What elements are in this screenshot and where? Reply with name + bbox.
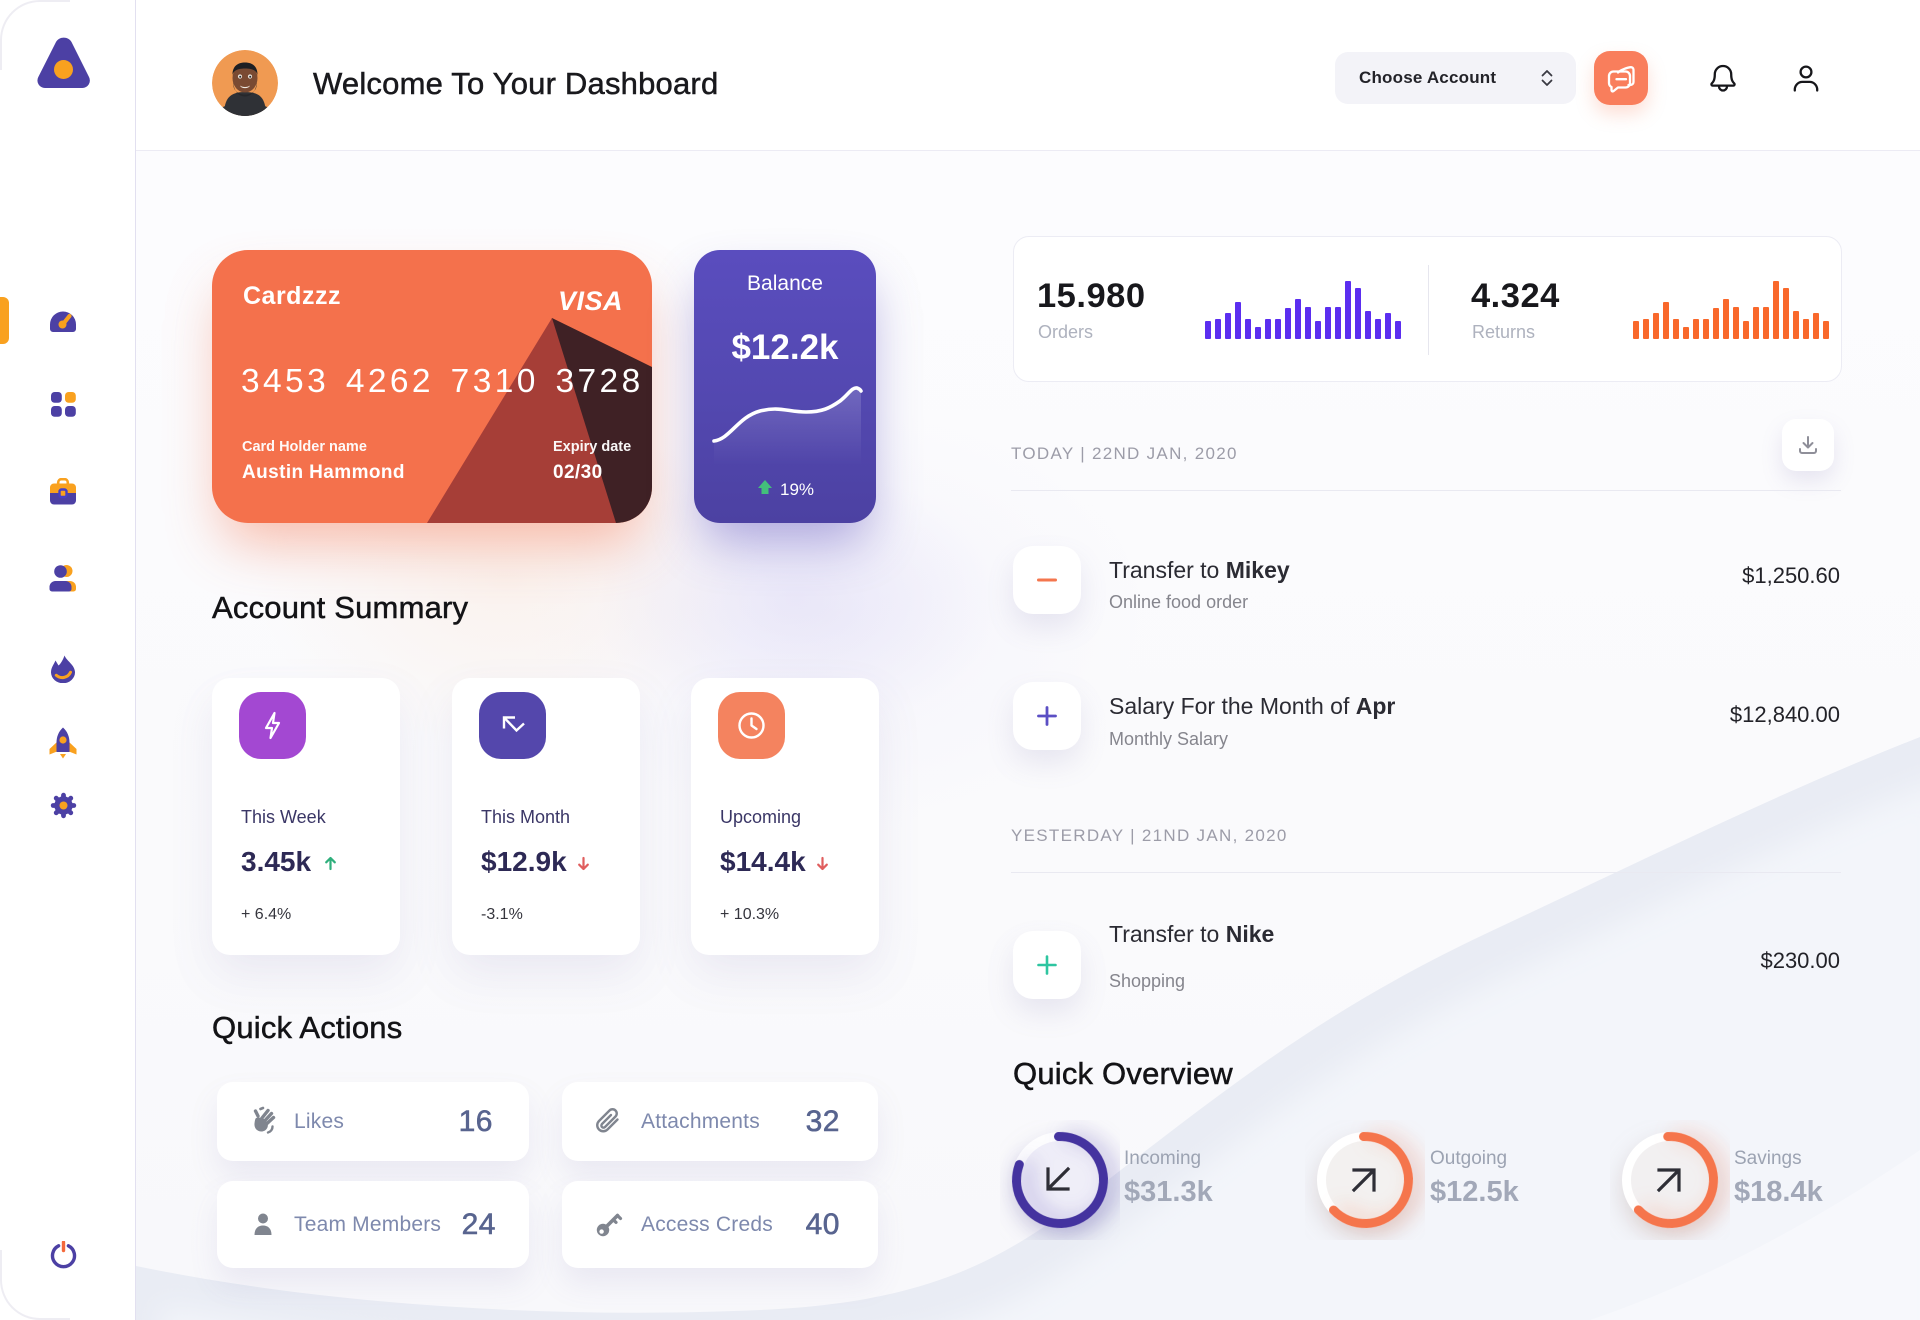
svg-text:19%: 19% — [780, 480, 814, 499]
